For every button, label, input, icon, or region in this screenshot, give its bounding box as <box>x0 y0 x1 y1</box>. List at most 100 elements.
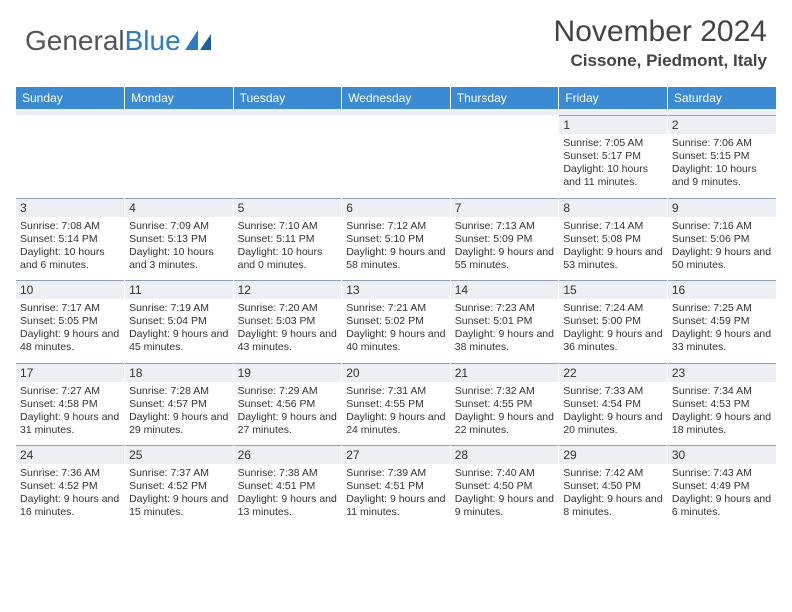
day-cell <box>125 115 234 198</box>
sunrise-text: Sunrise: 7:42 AM <box>563 467 663 480</box>
daylight-text: Daylight: 9 hours and 50 minutes. <box>672 246 772 272</box>
day-number: 17 <box>16 363 124 382</box>
sunrise-text: Sunrise: 7:40 AM <box>455 467 555 480</box>
sunrise-text: Sunrise: 7:17 AM <box>20 302 120 315</box>
day-header: Friday <box>559 87 668 109</box>
sunset-text: Sunset: 4:59 PM <box>672 315 772 328</box>
daylight-text: Daylight: 9 hours and 38 minutes. <box>455 328 555 354</box>
sunset-text: Sunset: 5:17 PM <box>563 150 663 163</box>
day-number: 22 <box>559 363 667 382</box>
sunset-text: Sunset: 5:15 PM <box>672 150 772 163</box>
day-body: Sunrise: 7:31 AMSunset: 4:55 PMDaylight:… <box>342 382 450 446</box>
sunset-text: Sunset: 4:49 PM <box>672 480 772 493</box>
day-body: Sunrise: 7:32 AMSunset: 4:55 PMDaylight:… <box>451 382 559 446</box>
day-body: Sunrise: 7:14 AMSunset: 5:08 PMDaylight:… <box>559 217 667 281</box>
day-body: Sunrise: 7:05 AMSunset: 5:17 PMDaylight:… <box>559 134 667 198</box>
day-number: 23 <box>668 363 776 382</box>
daylight-text: Daylight: 9 hours and 16 minutes. <box>20 493 120 519</box>
sunrise-text: Sunrise: 7:24 AM <box>563 302 663 315</box>
day-cell: 19Sunrise: 7:29 AMSunset: 4:56 PMDayligh… <box>233 363 342 446</box>
day-cell <box>233 115 342 198</box>
day-body: Sunrise: 7:37 AMSunset: 4:52 PMDaylight:… <box>125 464 233 528</box>
sunrise-text: Sunrise: 7:08 AM <box>20 220 120 233</box>
sunset-text: Sunset: 5:02 PM <box>346 315 446 328</box>
day-body: Sunrise: 7:43 AMSunset: 4:49 PMDaylight:… <box>668 464 776 528</box>
sunrise-text: Sunrise: 7:13 AM <box>455 220 555 233</box>
day-body: Sunrise: 7:16 AMSunset: 5:06 PMDaylight:… <box>668 217 776 281</box>
day-number: 27 <box>342 445 450 464</box>
day-body: Sunrise: 7:34 AMSunset: 4:53 PMDaylight:… <box>668 382 776 446</box>
day-cell: 5Sunrise: 7:10 AMSunset: 5:11 PMDaylight… <box>233 198 342 281</box>
sunset-text: Sunset: 5:04 PM <box>129 315 229 328</box>
daylight-text: Daylight: 9 hours and 22 minutes. <box>455 411 555 437</box>
day-cell: 22 Sunrise: 7:33 AMSunset: 4:54 PMDayligh… <box>559 363 668 446</box>
day-body: Sunrise: 7:06 AMSunset: 5:15 PMDaylight:… <box>668 134 776 198</box>
daylight-text: Daylight: 10 hours and 0 minutes. <box>238 246 338 272</box>
daylight-text: Daylight: 10 hours and 9 minutes. <box>672 163 772 189</box>
day-cell: 4Sunrise: 7:09 AMSunset: 5:13 PMDaylight… <box>125 198 234 281</box>
day-number: 8 <box>559 198 667 217</box>
daylight-text: Daylight: 9 hours and 33 minutes. <box>672 328 772 354</box>
daylight-text: Daylight: 9 hours and 8 minutes. <box>563 493 663 519</box>
week-row: 24Sunrise: 7:36 AMSunset: 4:52 PMDayligh… <box>16 445 776 528</box>
day-body: Sunrise: 7:38 AMSunset: 4:51 PMDaylight:… <box>234 464 342 528</box>
daylight-text: Daylight: 10 hours and 11 minutes. <box>563 163 663 189</box>
day-body: Sunrise: 7:08 AMSunset: 5:14 PMDaylight:… <box>16 217 124 281</box>
day-number: 30 <box>668 445 776 464</box>
sunrise-text: Sunrise: 7:39 AM <box>346 467 446 480</box>
day-body: Sunrise: 7:09 AMSunset: 5:13 PMDaylight:… <box>125 217 233 281</box>
day-body: Sunrise: 7:25 AMSunset: 4:59 PMDaylight:… <box>668 299 776 363</box>
daylight-text: Daylight: 9 hours and 29 minutes. <box>129 411 229 437</box>
day-cell: 6Sunrise: 7:12 AMSunset: 5:10 PMDaylight… <box>342 198 451 281</box>
day-number: 11 <box>125 280 233 299</box>
sunrise-text: Sunrise: 7:12 AM <box>346 220 446 233</box>
day-cell: 20Sunrise: 7:31 AMSunset: 4:55 PMDayligh… <box>342 363 451 446</box>
day-header: Sunday <box>16 87 125 109</box>
sunset-text: Sunset: 4:54 PM <box>563 398 663 411</box>
day-cell <box>450 115 559 198</box>
sunrise-text: Sunrise: 7:31 AM <box>346 385 446 398</box>
daylight-text: Daylight: 9 hours and 45 minutes. <box>129 328 229 354</box>
sunrise-text: Sunrise: 7:36 AM <box>20 467 120 480</box>
day-cell: 7Sunrise: 7:13 AMSunset: 5:09 PMDaylight… <box>450 198 559 281</box>
daylight-text: Daylight: 9 hours and 18 minutes. <box>672 411 772 437</box>
sunset-text: Sunset: 5:00 PM <box>563 315 663 328</box>
sunset-text: Sunset: 4:53 PM <box>672 398 772 411</box>
sunset-text: Sunset: 4:50 PM <box>455 480 555 493</box>
sunrise-text: Sunrise: 7:32 AM <box>455 385 555 398</box>
day-cell: 29Sunrise: 7:42 AMSunset: 4:50 PMDayligh… <box>559 445 668 528</box>
sunrise-text: Sunrise: 7:33 AM <box>563 385 663 398</box>
day-cell: 24Sunrise: 7:36 AMSunset: 4:52 PMDayligh… <box>16 445 125 528</box>
day-cell: 17Sunrise: 7:27 AMSunset: 4:58 PMDayligh… <box>16 363 125 446</box>
day-number: 28 <box>451 445 559 464</box>
sunrise-text: Sunrise: 7:05 AM <box>563 137 663 150</box>
day-number: 15 <box>559 280 667 299</box>
day-body: Sunrise: 7:29 AMSunset: 4:56 PMDaylight:… <box>234 382 342 446</box>
sunset-text: Sunset: 4:50 PM <box>563 480 663 493</box>
sunset-text: Sunset: 4:52 PM <box>20 480 120 493</box>
day-number: 7 <box>451 198 559 217</box>
day-number: 19 <box>234 363 342 382</box>
sunrise-text: Sunrise: 7:06 AM <box>672 137 772 150</box>
calendar-table: SundayMondayTuesdayWednesdayThursdayFrid… <box>16 87 776 528</box>
day-cell: 30Sunrise: 7:43 AMSunset: 4:49 PMDayligh… <box>667 445 776 528</box>
day-cell <box>342 115 451 198</box>
sunrise-text: Sunrise: 7:10 AM <box>238 220 338 233</box>
day-body: Sunrise: 7:39 AMSunset: 4:51 PMDaylight:… <box>342 464 450 528</box>
day-cell: 1Sunrise: 7:05 AMSunset: 5:17 PMDaylight… <box>559 115 668 198</box>
sunset-text: Sunset: 5:11 PM <box>238 233 338 246</box>
daylight-text: Daylight: 9 hours and 6 minutes. <box>672 493 772 519</box>
day-number: 18 <box>125 363 233 382</box>
location: Cissone, Piedmont, Italy <box>554 51 767 71</box>
day-number: 3 <box>16 198 124 217</box>
daylight-text: Daylight: 9 hours and 20 minutes. <box>563 411 663 437</box>
sunrise-text: Sunrise: 7:38 AM <box>238 467 338 480</box>
month-title: November 2024 <box>554 15 767 49</box>
day-cell: 9Sunrise: 7:16 AMSunset: 5:06 PMDaylight… <box>667 198 776 281</box>
sunset-text: Sunset: 5:01 PM <box>455 315 555 328</box>
logo: GeneralBlue <box>25 25 211 57</box>
day-cell <box>16 115 125 198</box>
daylight-text: Daylight: 9 hours and 43 minutes. <box>238 328 338 354</box>
daylight-text: Daylight: 9 hours and 48 minutes. <box>20 328 120 354</box>
day-number: 10 <box>16 280 124 299</box>
